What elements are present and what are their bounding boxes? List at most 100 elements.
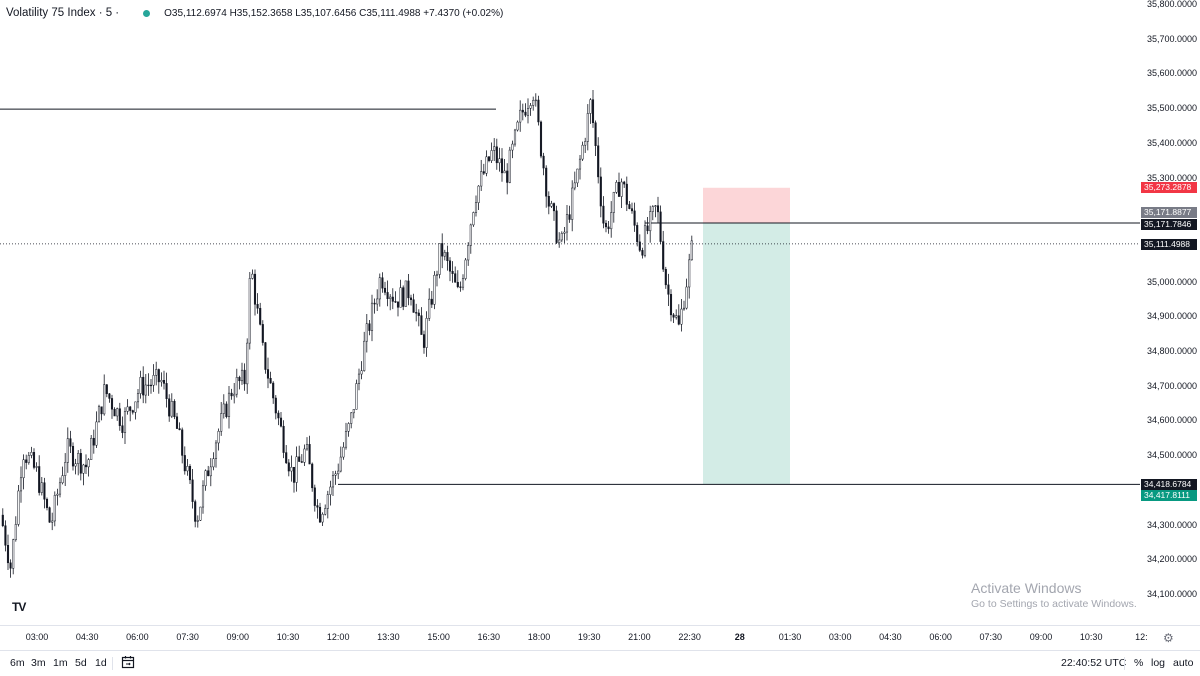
down-candle xyxy=(147,384,150,387)
down-candle xyxy=(568,214,571,220)
chart-canvas[interactable]: Volatility 75 Index · 5 · O35,112.6974 H… xyxy=(0,0,1140,625)
down-candle xyxy=(32,452,36,468)
up-candle xyxy=(493,146,496,151)
up-candle xyxy=(14,524,17,540)
down-candle xyxy=(446,252,449,262)
up-candle xyxy=(331,475,335,488)
down-candle xyxy=(633,210,636,226)
up-candle xyxy=(295,456,298,483)
down-candle xyxy=(316,505,319,508)
price-tick: 35,000.0000 xyxy=(1147,276,1198,287)
down-candle xyxy=(672,314,675,318)
up-candle xyxy=(565,214,569,233)
up-candle xyxy=(365,323,368,342)
down-candle xyxy=(451,270,454,274)
up-candle xyxy=(17,490,20,525)
down-candle xyxy=(506,170,509,183)
range-3m-button[interactable]: 3m xyxy=(31,657,46,669)
up-candle xyxy=(126,406,129,412)
down-candle xyxy=(105,384,108,395)
price-scale[interactable]: 35,800.0000 35,700.0000 35,600.0000 35,500.… xyxy=(1140,0,1200,625)
up-candle xyxy=(220,413,223,432)
down-candle xyxy=(292,466,296,483)
up-candle xyxy=(649,211,652,232)
up-candle xyxy=(321,513,324,523)
up-candle xyxy=(675,315,678,318)
down-candle xyxy=(625,183,628,205)
time-tick: 04:30 xyxy=(879,632,902,642)
up-candle xyxy=(35,466,38,468)
down-candle xyxy=(38,466,41,493)
up-candle xyxy=(363,340,366,371)
down-candle xyxy=(181,429,184,456)
up-candle xyxy=(352,409,355,414)
down-candle xyxy=(300,461,303,463)
auto-scale-toggle[interactable]: auto xyxy=(1173,657,1194,669)
symbol-title[interactable]: Volatility 75 Index · 5 · xyxy=(6,7,120,19)
down-candle xyxy=(142,376,145,396)
up-candle xyxy=(578,158,582,170)
up-candle xyxy=(399,287,402,308)
up-candle xyxy=(123,411,127,433)
down-candle xyxy=(287,462,290,472)
down-candle xyxy=(521,109,524,113)
time-axis[interactable]: ⚙ 03:00 04:30 06:00 07:30 09:00 10:30 12:00 13:… xyxy=(0,625,1200,651)
up-candle xyxy=(103,384,106,415)
down-candle xyxy=(448,260,452,272)
time-tick: 03:00 xyxy=(828,632,852,642)
time-tick: 12: xyxy=(1135,632,1148,642)
calendar-range-icon[interactable] xyxy=(121,655,135,669)
down-candle xyxy=(430,298,433,305)
up-candle xyxy=(511,143,514,151)
up-candle xyxy=(77,453,80,464)
up-candle xyxy=(53,495,56,522)
up-candle xyxy=(534,99,537,102)
toolbar-divider xyxy=(1124,657,1125,670)
down-candle xyxy=(225,403,228,417)
up-candle xyxy=(480,171,483,187)
down-candle xyxy=(456,281,459,288)
up-candle xyxy=(251,273,254,279)
up-candle xyxy=(490,150,493,161)
range-6m-button[interactable]: 6m xyxy=(10,657,25,669)
gear-icon[interactable]: ⚙ xyxy=(1163,631,1174,645)
up-candle xyxy=(586,113,589,142)
down-candle xyxy=(238,377,241,382)
down-candle xyxy=(157,369,160,383)
down-candle xyxy=(108,393,111,399)
up-candle xyxy=(550,203,553,207)
up-candle xyxy=(61,475,64,484)
percent-scale-toggle[interactable]: % xyxy=(1134,657,1144,669)
time-tick: 10:30 xyxy=(1079,632,1103,642)
down-candle xyxy=(591,99,595,124)
candlestick-chart[interactable] xyxy=(0,0,1140,625)
price-tick: 35,600.0000 xyxy=(1147,68,1198,79)
range-1d-button[interactable]: 1d xyxy=(95,657,107,669)
up-candle xyxy=(688,259,691,288)
price-tick: 34,800.0000 xyxy=(1147,346,1198,356)
down-candle xyxy=(607,226,610,230)
up-candle xyxy=(90,437,93,460)
up-candle xyxy=(74,463,77,467)
down-candle xyxy=(4,525,7,546)
down-candle xyxy=(100,406,103,415)
range-1m-button[interactable]: 1m xyxy=(53,657,68,669)
up-candle xyxy=(240,369,244,382)
time-tick: 22:30 xyxy=(678,632,701,642)
range-5d-button[interactable]: 5d xyxy=(75,657,87,669)
down-candle xyxy=(487,156,491,161)
time-tick: 01:30 xyxy=(778,632,802,642)
up-candle xyxy=(160,379,163,383)
down-candle xyxy=(118,408,121,426)
up-candle xyxy=(573,182,576,189)
down-candle xyxy=(25,459,28,463)
utc-clock[interactable]: 22:40:52 UTC xyxy=(1061,657,1127,669)
time-tick: 21:00 xyxy=(628,632,651,642)
up-candle xyxy=(682,307,686,310)
log-scale-toggle[interactable]: log xyxy=(1151,657,1166,669)
up-candle xyxy=(576,168,579,184)
down-candle xyxy=(313,487,316,506)
tradingview-logo-icon[interactable]: TV xyxy=(12,600,26,614)
down-candle xyxy=(259,307,262,325)
up-candle xyxy=(438,243,441,275)
